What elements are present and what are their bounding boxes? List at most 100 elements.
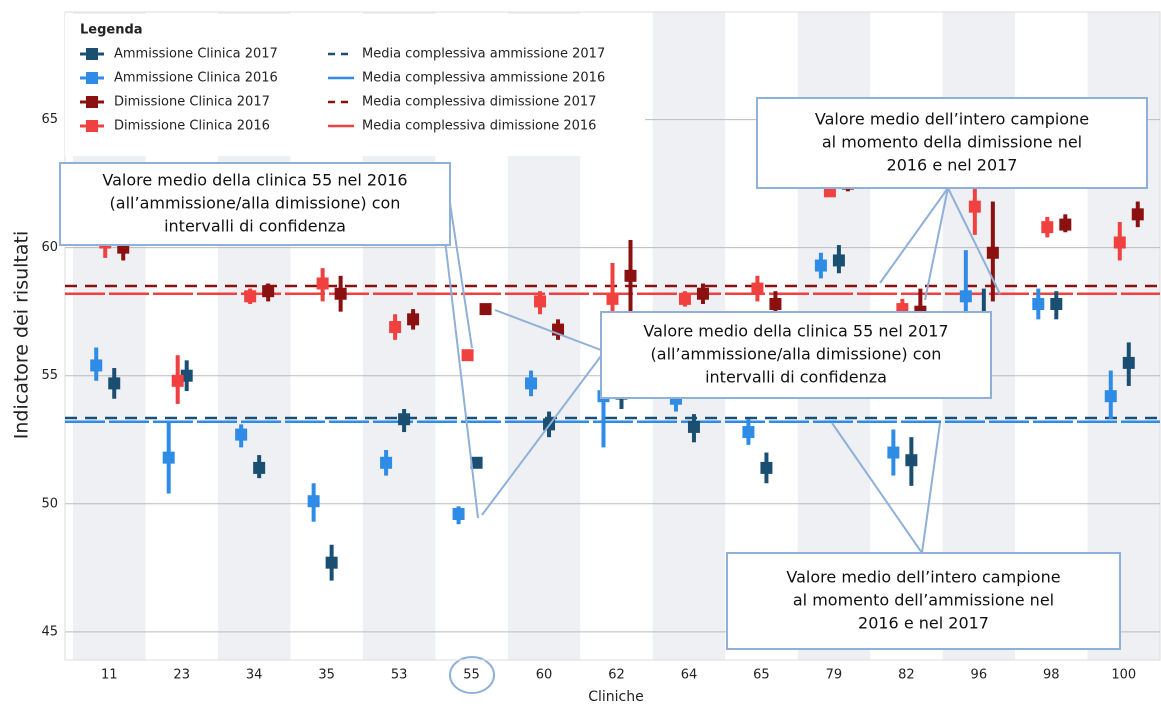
legend-label: Media complessiva dimissione 2017 xyxy=(362,95,596,110)
marker xyxy=(624,269,637,282)
callout-text: intervalli di confidenza xyxy=(164,217,346,236)
legend-label: Dimissione Clinica 2016 xyxy=(114,119,270,134)
callout-text: Valore medio della clinica 55 nel 2016 xyxy=(102,171,407,190)
callout-text: (all’ammissione/alla dimissione) con xyxy=(651,345,942,364)
leader-line xyxy=(831,422,923,554)
x-tick-label: 79 xyxy=(826,668,843,683)
x-tick-label: 100 xyxy=(1111,668,1136,683)
x-axis-title: Cliniche xyxy=(588,689,644,705)
legend-label: Media complessiva ammissione 2017 xyxy=(362,47,605,62)
y-tick-label: 60 xyxy=(41,240,58,255)
y-tick-label: 45 xyxy=(41,624,58,639)
legend: Legenda Ammissione Clinica 2017 Ammissione… xyxy=(65,14,645,156)
callout-box xyxy=(726,552,1121,650)
marker xyxy=(887,446,900,459)
marker xyxy=(316,277,329,290)
legend-label: Ammissione Clinica 2017 xyxy=(114,47,278,62)
marker xyxy=(307,495,320,508)
y-tick-label: 50 xyxy=(41,496,58,511)
x-tick-label: 82 xyxy=(898,668,915,683)
x-tick-label: 96 xyxy=(971,668,988,683)
marker xyxy=(986,246,999,259)
marker xyxy=(253,461,266,474)
leader-line xyxy=(947,187,1001,295)
legend-label: Media complessiva ammissione 2016 xyxy=(362,71,605,86)
marker xyxy=(162,451,175,464)
marker xyxy=(334,287,347,300)
legend-title: Legenda xyxy=(80,23,143,38)
plot-frame xyxy=(64,11,1161,661)
error-bar xyxy=(918,288,923,317)
callout-box xyxy=(59,162,451,246)
x-tick-label: 64 xyxy=(681,668,698,683)
marker xyxy=(1050,297,1063,310)
callout-box xyxy=(600,311,992,399)
leader-line xyxy=(447,189,473,349)
marker xyxy=(398,413,411,426)
x-tick-label: 55 xyxy=(463,668,480,683)
marker xyxy=(1059,218,1072,231)
marker xyxy=(905,454,918,467)
callout-text: Valore medio della clinica 55 nel 2017 xyxy=(643,322,948,341)
marker xyxy=(1104,390,1117,403)
leader-line xyxy=(924,187,949,301)
x-tick-label: 11 xyxy=(101,668,118,683)
y-tick-label: 55 xyxy=(41,368,58,383)
marker xyxy=(959,290,972,303)
callout-text: Valore medio dell’intero campione xyxy=(815,110,1089,129)
x-tick-label: 34 xyxy=(246,668,263,683)
marker xyxy=(1041,221,1054,234)
marker xyxy=(1131,208,1144,221)
callout-text: (all’ammissione/alla dimissione) con xyxy=(110,194,401,213)
callout-box xyxy=(756,97,1148,189)
marker xyxy=(461,349,474,362)
marker xyxy=(470,456,483,469)
marker xyxy=(452,508,465,521)
legend-swatch xyxy=(86,96,98,108)
legend-swatch xyxy=(86,48,98,60)
marker xyxy=(90,359,103,372)
callout-text: al momento dell’ammissione nel xyxy=(793,591,1054,610)
legend-label: Media complessiva dimissione 2016 xyxy=(362,119,596,134)
leader-line xyxy=(481,355,602,516)
marker xyxy=(262,285,275,298)
legend-box xyxy=(65,14,645,156)
marker xyxy=(479,303,492,316)
marker xyxy=(769,297,782,310)
callout-text: intervalli di confidenza xyxy=(705,368,887,387)
x-tick-label: 23 xyxy=(173,668,190,683)
x-tick-label: 98 xyxy=(1043,668,1060,683)
marker xyxy=(1113,236,1126,249)
marker xyxy=(534,295,547,308)
marker xyxy=(760,461,773,474)
legend-swatch xyxy=(86,72,98,84)
legend-swatch xyxy=(86,120,98,132)
marker xyxy=(1032,297,1045,310)
marker xyxy=(968,200,981,213)
marker xyxy=(235,428,248,441)
x-tick-label: 53 xyxy=(391,668,408,683)
marker xyxy=(678,292,691,305)
x-tick-label: 35 xyxy=(318,668,335,683)
marker xyxy=(832,254,845,267)
marker xyxy=(380,456,393,469)
legend-label: Ammissione Clinica 2016 xyxy=(114,71,278,86)
callout-text: Valore medio dell’intero campione xyxy=(786,568,1060,587)
marker xyxy=(325,556,338,569)
legend-label: Dimissione Clinica 2017 xyxy=(114,95,270,110)
callout-text: 2016 e nel 2017 xyxy=(887,156,1018,175)
marker xyxy=(171,374,184,387)
x-tick-label: 65 xyxy=(753,668,770,683)
marker xyxy=(108,377,121,390)
marker xyxy=(814,259,827,272)
marker xyxy=(407,313,420,326)
leader-line xyxy=(444,239,479,519)
y-tick-label: 65 xyxy=(41,112,58,127)
marker xyxy=(525,377,538,390)
marker xyxy=(389,321,402,334)
leader-line xyxy=(921,422,941,554)
callout-text: 2016 e nel 2017 xyxy=(858,614,989,633)
marker xyxy=(687,420,700,433)
x-tick-label: 60 xyxy=(536,668,553,683)
